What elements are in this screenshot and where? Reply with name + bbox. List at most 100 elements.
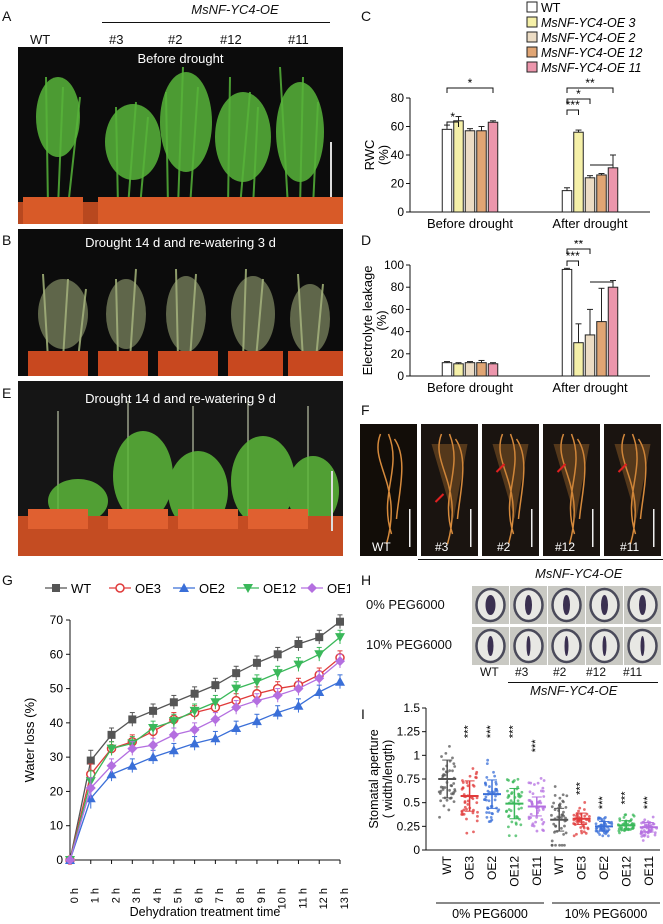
data-point [518, 795, 522, 799]
data-point [497, 808, 501, 812]
data-point [550, 843, 554, 847]
bar [453, 363, 464, 377]
data-point [587, 814, 591, 818]
sig-after-oe3 [566, 260, 579, 266]
data-point [442, 804, 446, 808]
data-point [532, 783, 536, 786]
data-point [461, 813, 465, 816]
data-point [554, 825, 558, 828]
data-point [572, 813, 576, 817]
data-point [631, 813, 635, 817]
data-point [471, 811, 475, 815]
stoma-pore [639, 595, 646, 615]
data-point [583, 801, 587, 804]
data-point-oe2 [251, 716, 262, 726]
data-point [492, 770, 495, 774]
x-tick-label: OE3 [575, 856, 589, 880]
y-tick-label: 10 [50, 819, 64, 833]
sig-after-oe2-star: * [576, 87, 581, 101]
legend-marker [243, 584, 253, 593]
stoma-pore [487, 636, 494, 656]
data-point [511, 780, 515, 784]
data-point [652, 822, 656, 826]
legend-label: MsNF-YC4-OE 3 [541, 16, 636, 30]
x-tick-label: 12 h [318, 888, 330, 909]
group-subtitle-h: MsNF-YC4-OE [530, 683, 618, 698]
x-tick-label: 6 h [193, 888, 205, 903]
data-point [646, 835, 650, 838]
data-point [580, 829, 583, 833]
data-point [575, 832, 578, 836]
data-point [537, 809, 541, 812]
sig-after-oe2 [566, 98, 591, 104]
data-point [439, 785, 443, 789]
bar [441, 362, 453, 377]
data-point [564, 831, 568, 835]
data-point [639, 831, 643, 835]
data-point [471, 767, 475, 770]
bar [561, 190, 573, 213]
data-point-oe11 [272, 690, 283, 701]
data-point-oe11 [148, 740, 159, 751]
data-point-wt [336, 617, 344, 626]
y-axis-label: Water loss (%) [22, 698, 37, 783]
significance-star: *** [642, 796, 654, 810]
data-point [582, 821, 585, 824]
category-label: Before drought [427, 216, 513, 231]
bar [487, 363, 499, 377]
data-point [560, 843, 564, 847]
stoma-pore [563, 595, 570, 615]
sig-after-oe3 [566, 109, 579, 115]
data-point [561, 793, 565, 797]
data-point [582, 830, 586, 834]
stoma-pore [602, 636, 607, 656]
significance-star: *** [597, 796, 609, 810]
data-point [474, 772, 478, 776]
data-point [453, 765, 457, 768]
y-tick-label: 0 [397, 205, 404, 219]
data-point [562, 833, 565, 836]
x-tick-label: 7 h [214, 888, 226, 903]
x-tick-label: 5 h [173, 888, 185, 903]
data-point [550, 839, 554, 843]
data-point [542, 820, 546, 824]
data-point [554, 843, 557, 847]
scale-bar [470, 509, 472, 547]
sig-before-oe11-star: * [468, 76, 473, 90]
data-point [462, 808, 466, 812]
y-tick-label: 50 [50, 682, 64, 696]
data-point-oe11 [314, 673, 325, 684]
red-arrow [495, 463, 506, 473]
significance-star: *** [575, 781, 587, 795]
photo-rewater-3d: Drought 14 d and re-watering 3 d [18, 229, 343, 376]
data-point [572, 822, 576, 825]
group-line-a [102, 22, 330, 23]
data-point [552, 801, 556, 805]
sig-before-oe3-star: * [450, 110, 455, 124]
peg-row-10: 10% PEG6000 [366, 637, 453, 652]
data-point [516, 777, 520, 781]
data-point [576, 813, 579, 817]
x-tick-label: OE11 [642, 856, 656, 886]
bar [487, 121, 499, 213]
panel-label-a: A [2, 8, 12, 24]
y-tick-label: 100 [384, 258, 404, 272]
data-point-wt [211, 681, 220, 690]
y-tick-label: 60 [391, 120, 405, 134]
legend-marker [52, 584, 60, 592]
data-point [536, 781, 540, 785]
data-point [507, 834, 511, 838]
data-point-wt [128, 715, 137, 724]
data-point [475, 819, 479, 823]
red-arrow [617, 463, 628, 473]
data-point [541, 828, 545, 832]
y-axis-label: (%) [376, 145, 391, 165]
y-tick-label: 20 [50, 784, 64, 798]
data-point [535, 829, 539, 833]
data-point [517, 807, 521, 811]
red-arrow [434, 493, 445, 503]
series-line-oe12 [69, 636, 341, 861]
data-point [534, 820, 538, 824]
data-point [471, 783, 475, 787]
data-point [607, 834, 610, 838]
